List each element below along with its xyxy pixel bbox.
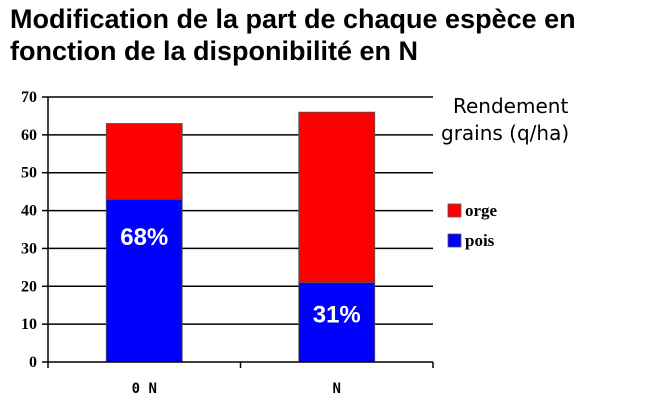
y-axis-title-line-1: Rendement <box>453 94 568 118</box>
legend-label-orge: orge <box>465 201 498 220</box>
axes <box>42 96 434 368</box>
y-tick-label: 50 <box>21 165 37 182</box>
percent-label: 68% <box>120 224 168 251</box>
legend-swatch-pois <box>447 233 462 248</box>
legend-label-pois: pois <box>465 231 495 250</box>
bar-pois <box>298 282 376 363</box>
y-tick-label: 40 <box>21 203 37 220</box>
gridlines <box>48 96 433 325</box>
labels: 0 10 20 30 40 50 60 70 0 N 68% N 31% Rendement grains… <box>21 89 569 397</box>
y-tick-label: 10 <box>21 316 37 333</box>
y-tick-label: 30 <box>21 240 37 257</box>
legend-swatch-orge <box>447 203 462 218</box>
x-tick-label: N <box>333 381 341 397</box>
y-axis-title-line-2: grains (q/ha) <box>441 121 569 145</box>
chart-title: Modification de la part de chaque espèce… <box>10 3 665 67</box>
bar-orge <box>298 111 376 283</box>
y-tick-label: 60 <box>21 127 37 144</box>
y-tick-label: 20 <box>21 278 37 295</box>
legend: orge pois <box>447 201 498 250</box>
bar-orge <box>105 123 183 200</box>
x-tick-label: 0 N <box>132 381 157 397</box>
percent-label: 31% <box>313 302 361 329</box>
chart-title-line-1: Modification de la part de chaque espèce… <box>10 4 576 34</box>
y-tick-label: 70 <box>21 89 37 106</box>
chart-title-line-2: fonction de la disponibilité en N <box>10 36 419 66</box>
bars <box>105 111 376 363</box>
y-tick-label: 0 <box>29 354 37 371</box>
bar-pois <box>105 198 183 363</box>
